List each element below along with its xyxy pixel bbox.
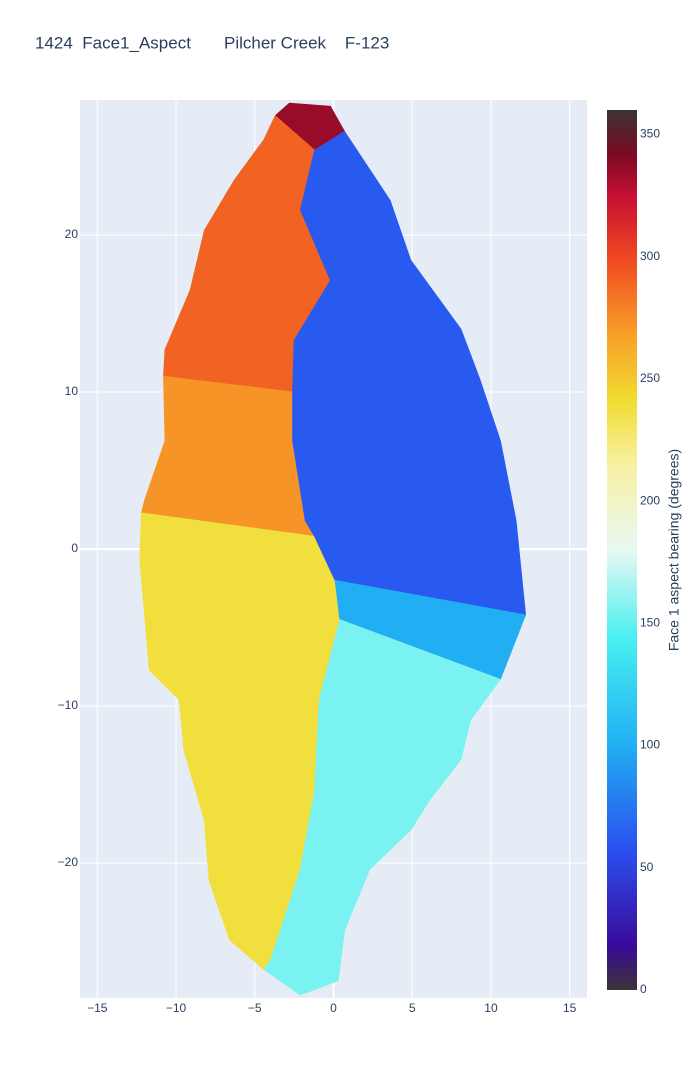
y-tick-label: 0: [71, 541, 78, 555]
colorbar-tick-label: 250: [640, 371, 660, 385]
colorbar-tick-label: 300: [640, 249, 660, 263]
x-tick-label: 15: [563, 1001, 577, 1015]
colorbar-tick-label: 350: [640, 127, 660, 141]
x-tick-label: −5: [248, 1001, 262, 1015]
y-tick-label: 10: [65, 384, 79, 398]
y-tick-label: −10: [58, 698, 79, 712]
x-tick-label: −10: [166, 1001, 187, 1015]
colorbar: [607, 110, 637, 990]
y-tick-label: 20: [65, 227, 79, 241]
colorbar-tick-label: 200: [640, 493, 660, 507]
chart-title: 1424 Face1_Aspect Pilcher Creek F-123: [35, 33, 389, 52]
aspect-region: [140, 375, 316, 537]
colorbar-tick-label: 50: [640, 860, 654, 874]
x-tick-label: 0: [330, 1001, 337, 1015]
x-tick-label: 10: [484, 1001, 498, 1015]
y-tick-label: −20: [58, 855, 79, 869]
colorbar-title: Face 1 aspect bearing (degrees): [666, 449, 682, 651]
x-tick-label: −15: [87, 1001, 108, 1015]
colorbar-tick-label: 100: [640, 738, 660, 752]
colorbar-tick-label: 0: [640, 982, 647, 996]
aspect-region: [263, 619, 502, 996]
colorbar-tick-label: 150: [640, 616, 660, 630]
x-tick-label: 5: [409, 1001, 416, 1015]
